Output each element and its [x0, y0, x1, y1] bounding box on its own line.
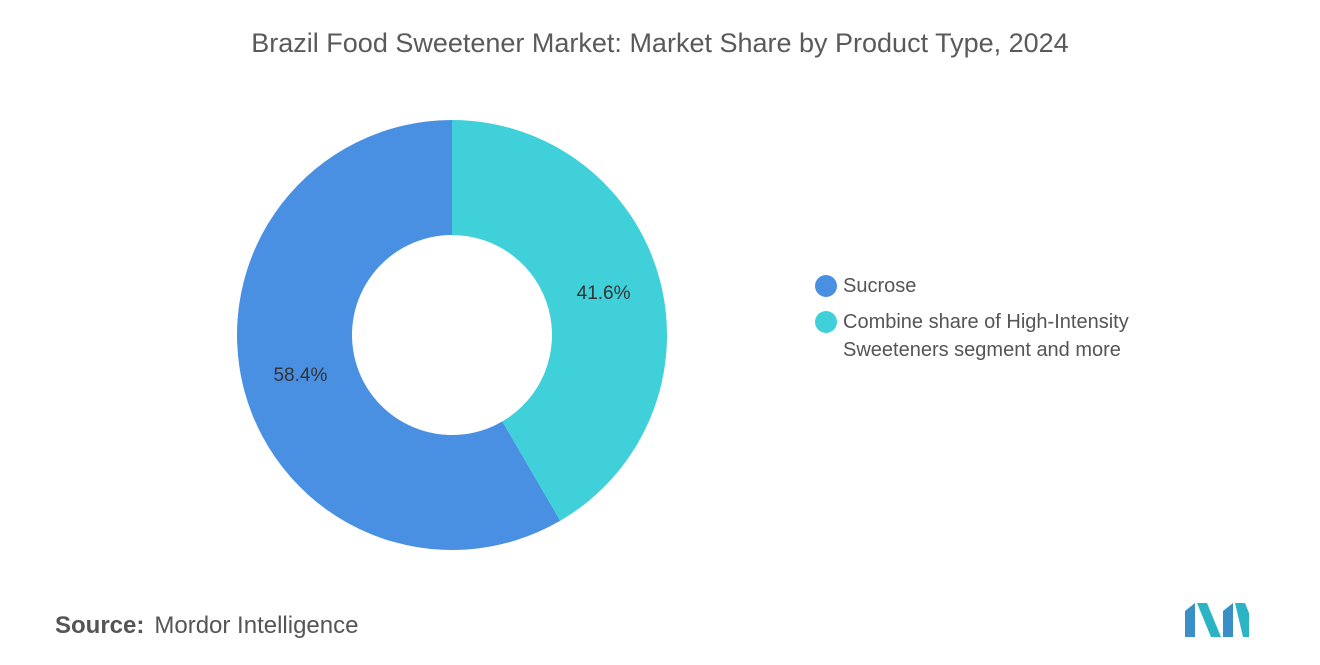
source-label: Source: [55, 612, 145, 639]
data-label: 58.4% [273, 365, 327, 386]
legend: Sucrose Combine share of High-Intensity S… [815, 272, 1175, 372]
chart-title: Brazil Food Sweetener Market: Market Sha… [251, 28, 1069, 58]
source-text: Mordor Intelligence [154, 612, 359, 639]
legend-label: Combine share of High-Intensity Sweetene… [843, 311, 1129, 361]
donut-slice [452, 120, 667, 521]
logo [1185, 603, 1249, 637]
legend-swatch [815, 311, 837, 333]
legend-item: Sucrose [815, 272, 1175, 300]
legend-swatch [815, 275, 837, 297]
legend-item: Combine share of High-Intensity Sweetene… [815, 308, 1175, 364]
legend-label: Sucrose [843, 275, 917, 297]
data-label: 41.6% [577, 283, 631, 304]
donut-slice [236, 120, 561, 551]
source: Source: Mordor Intelligence [55, 612, 358, 640]
